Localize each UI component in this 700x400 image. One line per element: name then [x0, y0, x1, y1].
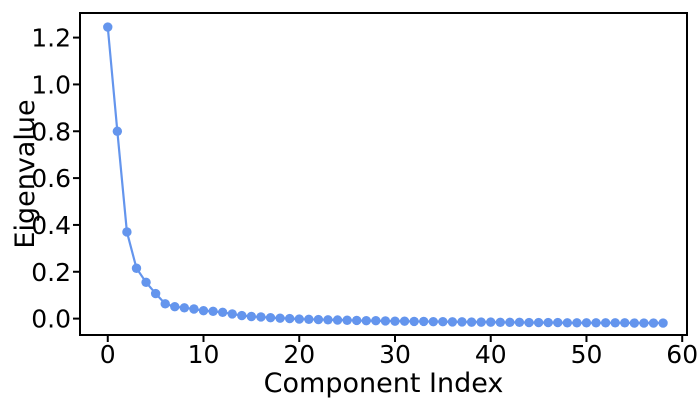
y-tick-label: 0.6: [31, 164, 71, 193]
data-point-marker: [150, 288, 161, 299]
data-point-marker: [112, 126, 123, 136]
y-tick-label: 1.2: [31, 24, 71, 53]
data-point-marker: [543, 317, 553, 328]
data-point-marker: [553, 317, 563, 328]
data-point-marker: [629, 318, 640, 328]
data-point-marker: [591, 318, 601, 328]
data-point-marker: [639, 318, 649, 328]
y-tick-label: 1.0: [31, 70, 71, 99]
data-point-marker: [486, 317, 496, 327]
data-point-marker: [284, 313, 295, 324]
x-tick-label: 50: [571, 340, 603, 369]
data-point-marker: [237, 310, 247, 321]
data-point-marker: [122, 227, 132, 237]
data-point-marker: [438, 316, 448, 327]
data-point-marker: [227, 309, 237, 319]
data-point-marker: [533, 317, 544, 328]
data-point-marker: [256, 312, 266, 322]
y-axis-label: Eigenvalue: [10, 99, 41, 248]
x-axis-label: Component Index: [264, 368, 504, 399]
data-point-marker: [572, 318, 582, 328]
data-point-marker: [361, 316, 371, 326]
data-point-marker: [399, 316, 410, 326]
data-point-marker: [294, 314, 304, 324]
data-point-marker: [323, 315, 333, 325]
x-tick-label: 0: [100, 340, 116, 369]
data-point-marker: [457, 317, 467, 327]
data-point-marker: [265, 312, 276, 323]
data-point-marker: [141, 277, 151, 288]
data-point-marker: [313, 314, 324, 325]
data-point-marker: [524, 317, 534, 328]
data-point-marker: [103, 22, 113, 32]
data-point-marker: [495, 317, 506, 328]
data-point-marker: [371, 316, 381, 326]
data-point-marker: [476, 317, 486, 327]
data-point-marker: [428, 316, 438, 327]
data-point-marker: [610, 318, 620, 328]
data-point-marker: [131, 263, 142, 273]
y-tick-label: 0.8: [31, 117, 71, 146]
x-tick-label: 60: [666, 340, 698, 369]
data-point-marker: [342, 315, 352, 325]
data-point-marker: [208, 306, 218, 317]
data-point-marker: [514, 317, 525, 328]
data-point-marker: [332, 315, 343, 325]
data-point-marker: [390, 316, 400, 326]
data-point-marker: [170, 301, 180, 312]
data-point-marker: [447, 317, 458, 327]
data-point-marker: [351, 315, 362, 326]
x-tick-label: 10: [188, 340, 220, 369]
data-point-marker: [160, 299, 170, 309]
x-tick-label: 30: [379, 340, 411, 369]
data-point-marker: [600, 318, 611, 328]
y-tick-label: 0.4: [31, 211, 71, 240]
x-tick-label: 40: [475, 340, 507, 369]
data-point-marker: [648, 318, 659, 328]
data-point-marker: [409, 316, 419, 327]
y-tick-label: 0.2: [31, 258, 71, 287]
data-point-marker: [179, 303, 190, 313]
data-point-marker: [304, 314, 314, 325]
data-point-marker: [246, 311, 257, 322]
y-tick-label: 0.0: [31, 305, 71, 334]
data-point-marker: [466, 317, 477, 327]
series-line: [106, 25, 665, 325]
data-point-marker: [275, 313, 285, 323]
x-tick-label: 20: [283, 340, 315, 369]
data-point-marker: [189, 304, 199, 314]
plot-border: [79, 12, 688, 336]
data-point-marker: [620, 318, 630, 328]
data-point-marker: [419, 316, 429, 327]
data-point-marker: [581, 318, 592, 328]
data-point-marker: [198, 305, 209, 316]
data-point-marker: [505, 317, 515, 328]
data-point-marker: [380, 316, 391, 326]
data-point-marker: [658, 318, 668, 328]
data-point-marker: [217, 307, 228, 317]
data-point-marker: [562, 318, 573, 328]
